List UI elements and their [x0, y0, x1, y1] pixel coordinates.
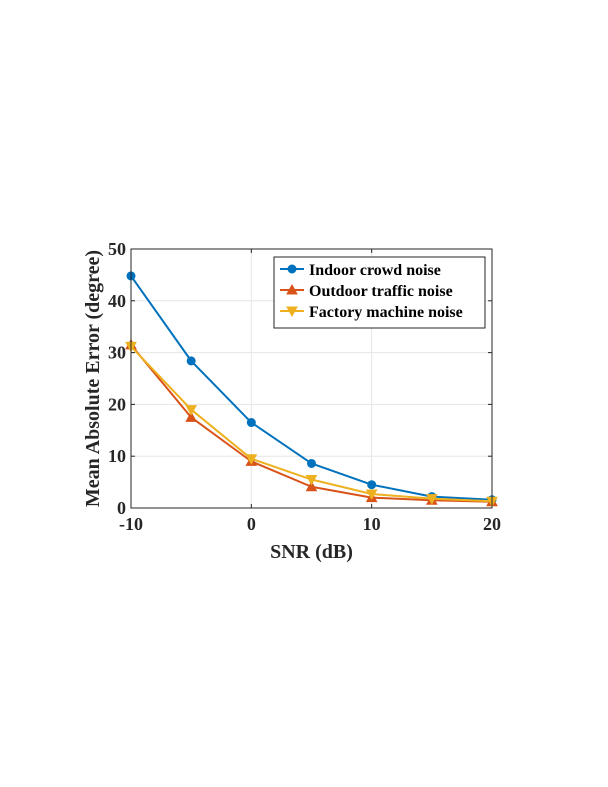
legend-box [273, 256, 486, 329]
data-point [367, 480, 377, 490]
legend-item: Indoor crowd noise [280, 262, 441, 279]
legend-marker [287, 264, 297, 274]
legend-label: Outdoor traffic noise [309, 283, 453, 300]
data-point [246, 418, 256, 428]
data-point [305, 475, 318, 486]
data-point [245, 454, 258, 465]
y-tick-label: 50 [108, 239, 126, 259]
y-tick-label: 10 [108, 446, 126, 466]
y-axis-label: Mean Absolute Error (degree) [82, 250, 104, 507]
data-point [186, 356, 196, 366]
data-point [425, 494, 438, 505]
legend-item: Outdoor traffic noise [280, 283, 453, 300]
legend: Indoor crowd noise Outdoor traffic noise F… [273, 256, 486, 329]
series-layer [125, 271, 498, 508]
x-tick-label: 20 [483, 514, 501, 534]
data-point [185, 405, 198, 416]
data-point [185, 411, 198, 422]
y-tick-label: 40 [108, 291, 126, 311]
x-tick-label: -10 [119, 514, 143, 534]
y-tick-label: 20 [108, 394, 126, 414]
x-tick-label: 0 [247, 514, 256, 534]
plot-frame [130, 248, 493, 509]
y-tick-label: 30 [108, 343, 126, 363]
legend-item: Factory machine noise [280, 304, 463, 321]
legend-marker [286, 306, 298, 318]
x-tick-label: 10 [363, 514, 381, 534]
data-point [307, 458, 316, 468]
y-tick-label: 0 [117, 498, 126, 518]
data-point [365, 489, 378, 501]
x-axis-label: SNR (dB) [270, 541, 353, 563]
data-point [305, 480, 318, 492]
legend-marker [286, 283, 298, 295]
legend-label: Indoor crowd noise [309, 262, 441, 279]
legend-label: Factory machine noise [309, 304, 463, 321]
